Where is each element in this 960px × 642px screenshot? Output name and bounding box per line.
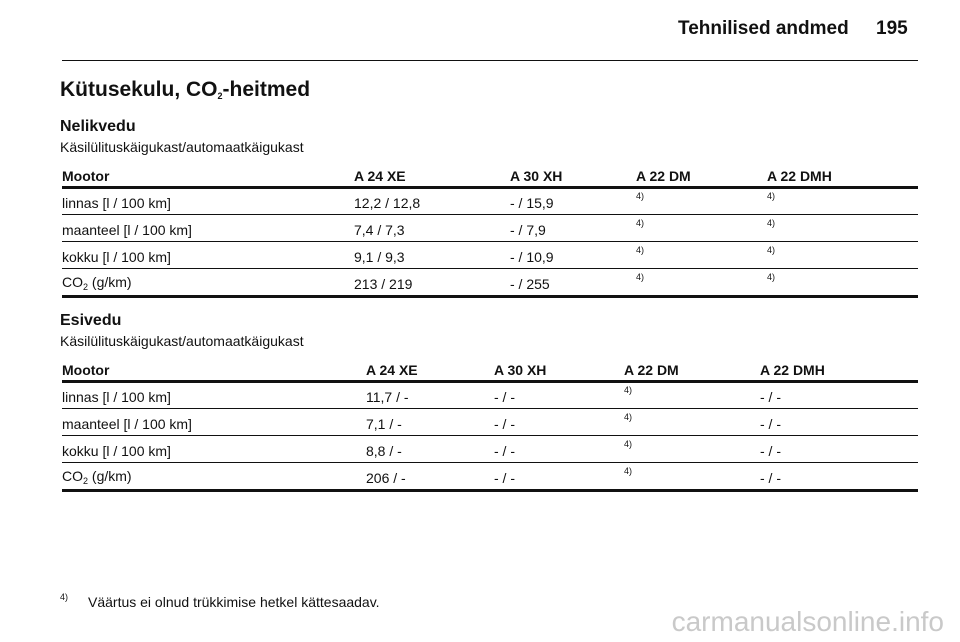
table-cell: - / - — [494, 416, 515, 432]
table-cell: - / 10,9 — [510, 249, 554, 265]
table-cell: kokku [l / 100 km] — [62, 249, 171, 265]
footnote-ref: 4) — [624, 385, 633, 395]
cell-part: CO — [62, 468, 83, 484]
column-header: A 22 DM — [636, 168, 691, 184]
row-rule — [62, 241, 918, 242]
section-subheading: Käsilülituskäigukast/automaatkäigukast — [60, 139, 304, 155]
table-cell: CO2 (g/km) — [62, 468, 132, 486]
footnote-ref: 4) — [624, 412, 633, 422]
table-cell: - / - — [494, 443, 515, 459]
row-rule — [62, 462, 918, 463]
column-header: Mootor — [62, 168, 110, 184]
cell-part: (g/km) — [88, 468, 132, 484]
page-title: Kütusekulu, CO2-heitmed — [60, 78, 310, 102]
row-rule — [62, 435, 918, 436]
title-subscript: 2 — [217, 91, 223, 101]
table-cell: maanteel [l / 100 km] — [62, 416, 192, 432]
table-cell: - / - — [760, 389, 781, 405]
row-rule — [62, 408, 918, 409]
section-subheading: Käsilülituskäigukast/automaatkäigukast — [60, 333, 304, 349]
footnote-ref: 4) — [636, 218, 645, 228]
header-rule — [62, 60, 918, 61]
column-header: A 22 DMH — [760, 362, 825, 378]
column-header: A 22 DMH — [767, 168, 832, 184]
footnote-marker: 4) — [60, 592, 69, 602]
table-cell: - / 255 — [510, 276, 550, 292]
table-cell: - / - — [494, 470, 515, 486]
column-header: A 24 XE — [366, 362, 418, 378]
column-header: A 30 XH — [510, 168, 563, 184]
column-header: A 24 XE — [354, 168, 406, 184]
table-cell: 213 / 219 — [354, 276, 413, 292]
cell-part: 2 — [83, 282, 89, 292]
row-rule — [62, 295, 918, 298]
title-part: Kütusekulu, CO — [60, 78, 218, 101]
section-heading: Esivedu — [60, 312, 122, 329]
header-rule — [62, 186, 918, 189]
table-cell: linnas [l / 100 km] — [62, 195, 171, 211]
row-rule — [62, 489, 918, 492]
table-cell: 8,8 / - — [366, 443, 402, 459]
footnote-ref: 4) — [636, 245, 645, 255]
table-cell: - / 15,9 — [510, 195, 554, 211]
table-cell: maanteel [l / 100 km] — [62, 222, 192, 238]
table-cell: - / - — [760, 443, 781, 459]
table-cell: 9,1 / 9,3 — [354, 249, 405, 265]
header-rule — [62, 380, 918, 383]
row-rule — [62, 268, 918, 269]
footnote-ref: 4) — [767, 272, 776, 282]
watermark: carmanualsonline.info — [671, 606, 944, 637]
footnote-ref: 4) — [624, 466, 633, 476]
column-header: Mootor — [62, 362, 110, 378]
table-cell: 206 / - — [366, 470, 406, 486]
table-cell: - / - — [760, 416, 781, 432]
table-cell: 7,4 / 7,3 — [354, 222, 405, 238]
footnote-ref: 4) — [636, 272, 645, 282]
page-number: 195 — [876, 18, 908, 39]
cell-part: (g/km) — [88, 274, 132, 290]
column-header: A 30 XH — [494, 362, 547, 378]
footnote-ref: 4) — [767, 245, 776, 255]
table-cell: - / - — [494, 389, 515, 405]
cell-part: CO — [62, 274, 83, 290]
column-header: A 22 DM — [624, 362, 679, 378]
footnote-ref: 4) — [767, 218, 776, 228]
cell-part: 2 — [83, 476, 89, 486]
table-cell: - / 7,9 — [510, 222, 546, 238]
table-cell: linnas [l / 100 km] — [62, 389, 171, 405]
header-title: Tehnilised andmed — [678, 18, 849, 39]
title-part: -heitmed — [222, 78, 311, 101]
footnote-ref: 4) — [624, 439, 633, 449]
footnote-ref: 4) — [767, 191, 776, 201]
table-cell: 12,2 / 12,8 — [354, 195, 421, 211]
section-heading: Nelikvedu — [60, 118, 136, 135]
table-cell: 11,7 / - — [366, 389, 409, 405]
footnote-ref: 4) — [636, 191, 645, 201]
row-rule — [62, 214, 918, 215]
table-cell: 7,1 / - — [366, 416, 402, 432]
table-cell: kokku [l / 100 km] — [62, 443, 171, 459]
table-cell: CO2 (g/km) — [62, 274, 132, 292]
footnote-text: Väärtus ei olnud trükkimise hetkel kätte… — [88, 594, 380, 610]
table-cell: - / - — [760, 470, 781, 486]
